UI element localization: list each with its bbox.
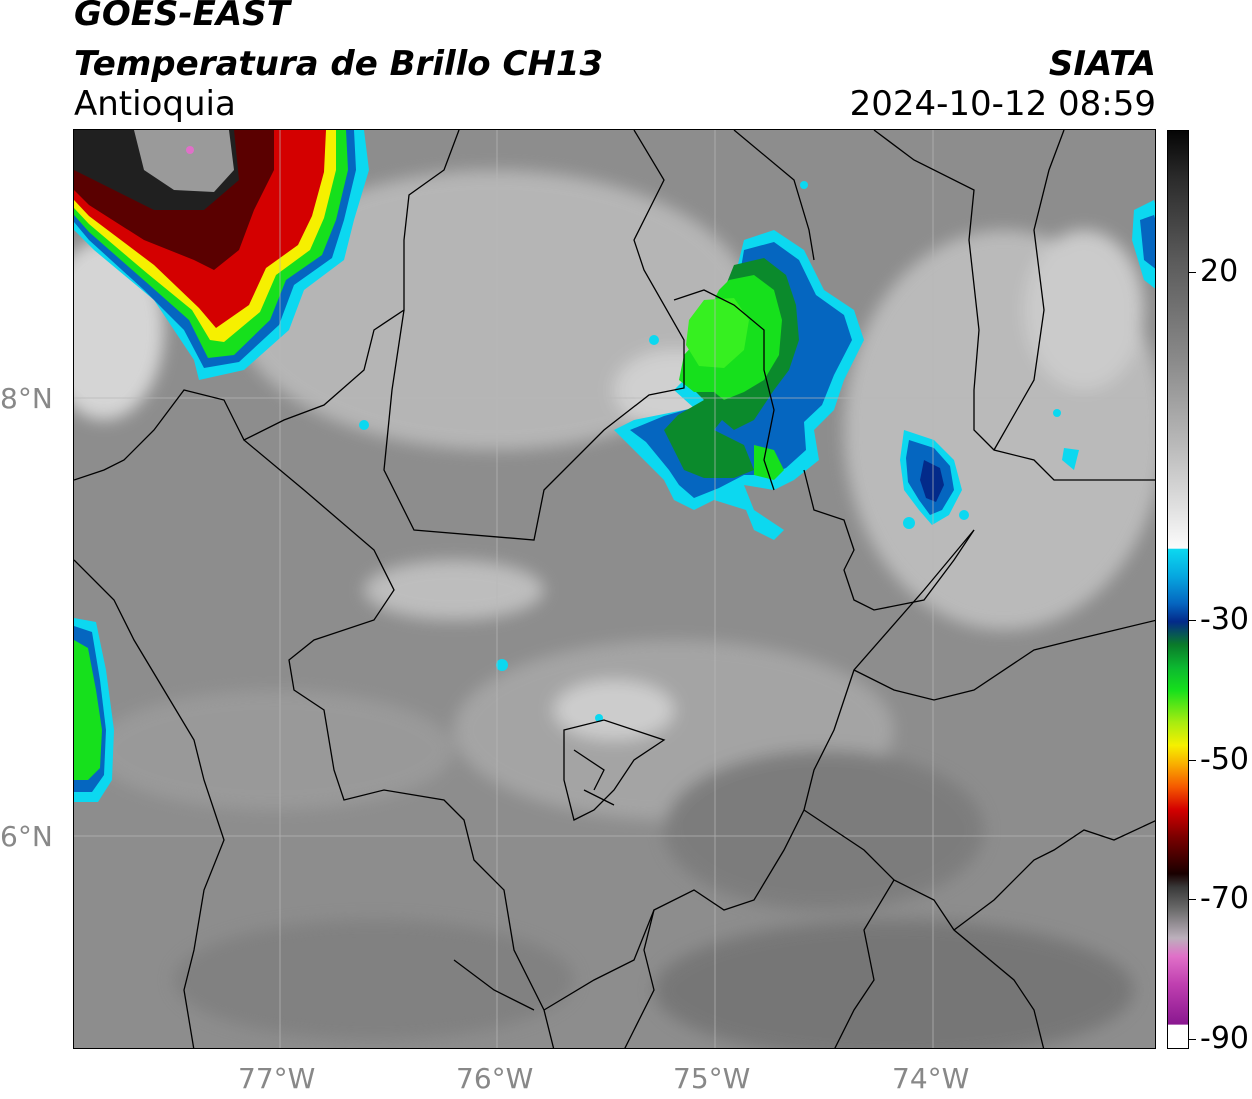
lon-label-76w: 76°W: [456, 1062, 534, 1095]
lon-label-77w: 77°W: [238, 1062, 316, 1095]
satellite-map-panel[interactable]: [73, 129, 1156, 1049]
colorbar-label-minus70: -70: [1200, 881, 1249, 916]
timestamp-label: 2024-10-12 08:59: [849, 84, 1156, 124]
satellite-map-image: [74, 130, 1155, 1048]
region-label: Antioquia: [74, 84, 236, 124]
lon-label-75w: 75°W: [673, 1062, 751, 1095]
administrative-boundaries: [74, 130, 1155, 1048]
convective-cloud-northwest: [74, 130, 369, 380]
organization-label: SIATA: [1048, 44, 1156, 84]
colorbar-tick: [1188, 620, 1196, 621]
lat-label-8n: 8°N: [0, 382, 53, 415]
map-gridlines: [74, 130, 1155, 1048]
colorbar-label-20: 20: [1200, 254, 1239, 289]
colorbar-tick: [1188, 899, 1196, 900]
lat-label-6n: 6°N: [0, 820, 53, 853]
colorbar-label-minus50: -50: [1200, 742, 1249, 777]
cloud-texture-layer: [74, 170, 1155, 1048]
cloud-specks: [359, 181, 1061, 722]
colorbar-tick: [1188, 1039, 1196, 1040]
product-satellite-title: GOES-EAST: [74, 0, 290, 34]
convective-cloud-west-edge: [74, 618, 114, 802]
convective-cloud-central: [614, 230, 864, 540]
convective-cloud-east: [900, 200, 1155, 525]
lon-label-74w: 74°W: [892, 1062, 970, 1095]
colorbar-label-minus30: -30: [1200, 602, 1249, 637]
temperature-colorbar: [1167, 130, 1189, 1049]
colorbar-tick: [1188, 272, 1196, 273]
product-variable-title: Temperatura de Brillo CH13: [74, 44, 604, 84]
colorbar-label-minus90: -90: [1200, 1021, 1249, 1056]
colorbar-tick: [1188, 760, 1196, 761]
